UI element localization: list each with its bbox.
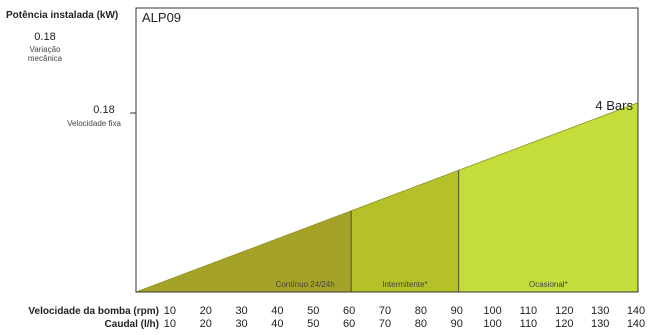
y-caption-variacao-2: mecânica	[28, 54, 63, 63]
x-tick-caudal-120: 120	[555, 318, 573, 330]
y-caption-fixa: Velocidade fixa	[67, 119, 121, 128]
x-tick-caudal-80: 80	[415, 318, 427, 330]
x-tick-rpm-40: 40	[271, 305, 283, 317]
zone-2	[458, 102, 638, 293]
x-tick-caudal-130: 130	[591, 318, 609, 330]
x-row-label-caudal: Caudal (l/h)	[105, 319, 159, 330]
y-axis-label: Potência instalada (kW)	[6, 10, 118, 21]
x-tick-caudal-50: 50	[307, 318, 319, 330]
x-tick-caudal-70: 70	[379, 318, 391, 330]
x-tick-caudal-100: 100	[483, 318, 501, 330]
ticks-layer: 10 20 30 40 50 60 70 80 90 100 110 120 130 140 10 20 30 4…	[164, 305, 645, 330]
x-tick-caudal-90: 90	[451, 318, 463, 330]
x-tick-rpm-100: 100	[483, 305, 501, 317]
zone-labels-layer: Contínuo 24/24h Intermitente* Ocasional*	[276, 280, 568, 289]
y-value-variacao: 0.18	[34, 31, 55, 43]
x-tick-caudal-20: 20	[200, 318, 212, 330]
x-tick-caudal-30: 30	[235, 318, 247, 330]
x-tick-rpm-130: 130	[591, 305, 609, 317]
y-caption-variacao-1: Variação	[30, 45, 62, 54]
x-row-label-rpm: Velocidade da bomba (rpm)	[28, 306, 159, 317]
zone-label-2: Ocasional*	[529, 280, 568, 289]
x-tick-rpm-20: 20	[200, 305, 212, 317]
x-tick-rpm-120: 120	[555, 305, 573, 317]
x-tick-rpm-110: 110	[520, 305, 538, 317]
dividers-layer	[350, 170, 460, 292]
series-line	[135, 102, 639, 293]
x-tick-caudal-40: 40	[271, 318, 283, 330]
x-tick-caudal-60: 60	[343, 318, 355, 330]
x-tick-rpm-140: 140	[627, 305, 645, 317]
zones-layer	[135, 102, 639, 293]
x-tick-rpm-90: 90	[451, 305, 463, 317]
x-tick-rpm-50: 50	[307, 305, 319, 317]
zone-1	[351, 170, 459, 292]
y-value-fixa: 0.18	[93, 104, 114, 116]
zone-label-0: Contínuo 24/24h	[276, 280, 335, 289]
x-tick-caudal-10: 10	[164, 318, 176, 330]
x-tick-rpm-30: 30	[235, 305, 247, 317]
x-tick-caudal-140: 140	[627, 318, 645, 330]
zone-label-1: Intermitente*	[382, 280, 427, 289]
x-tick-rpm-10: 10	[164, 305, 176, 317]
series-label: 4 Bars	[595, 98, 633, 113]
x-tick-rpm-80: 80	[415, 305, 427, 317]
x-tick-rpm-70: 70	[379, 305, 391, 317]
x-tick-caudal-110: 110	[520, 318, 538, 330]
x-tick-rpm-60: 60	[343, 305, 355, 317]
plot-frame	[135, 7, 639, 293]
chart-title: ALP09	[142, 10, 181, 25]
